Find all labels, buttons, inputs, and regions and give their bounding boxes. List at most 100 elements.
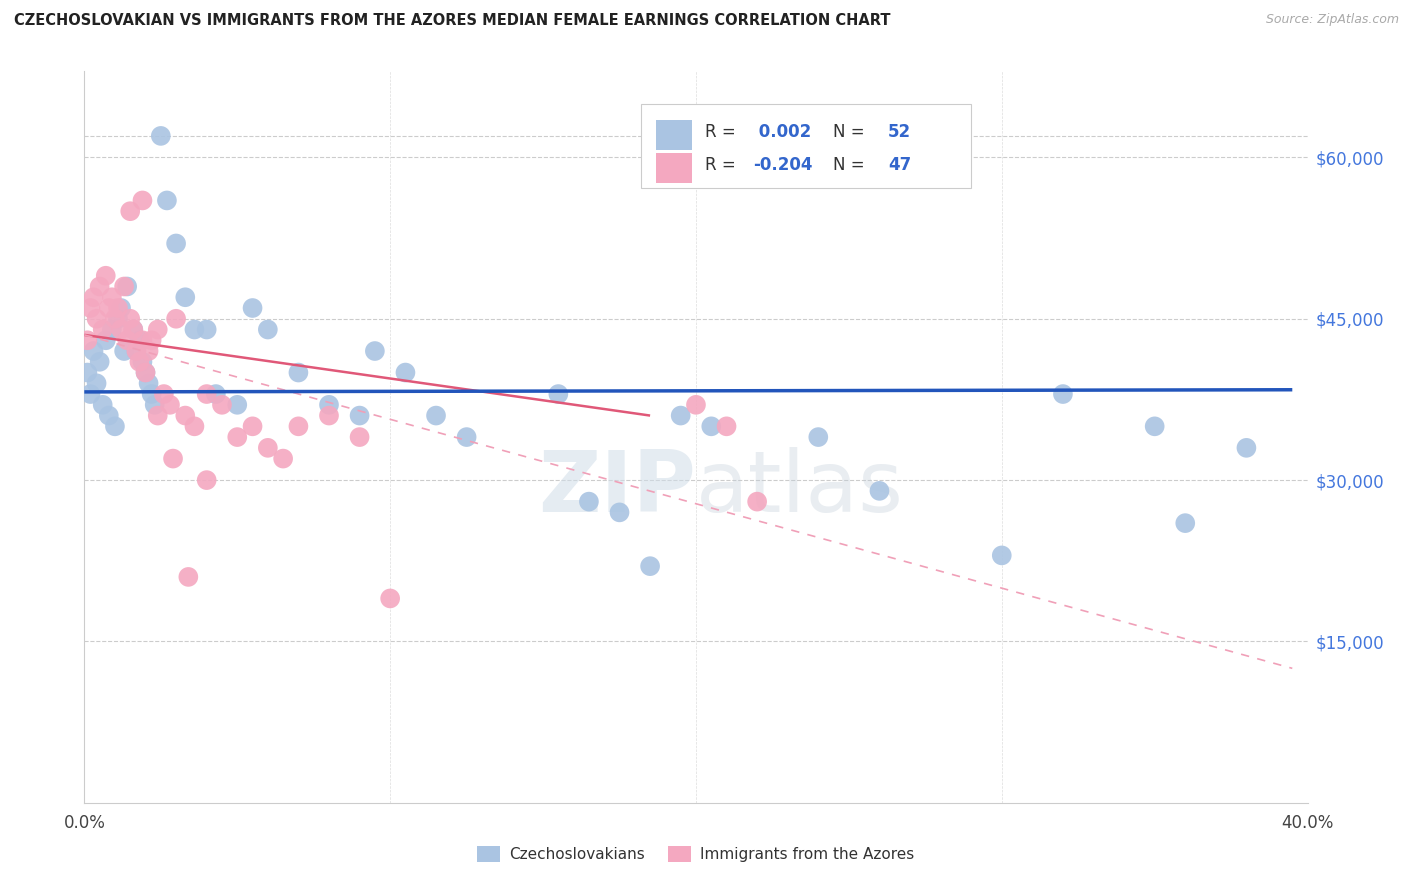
Point [991,549,1014,563]
Text: 47: 47 [889,156,911,174]
Point [287,366,309,380]
Point [700,419,723,434]
Text: Source: ZipAtlas.com: Source: ZipAtlas.com [1265,13,1399,27]
Point [122,322,145,336]
Text: 0.002: 0.002 [754,123,811,141]
Point [107,311,129,326]
Point [211,398,233,412]
Point [1052,387,1074,401]
Point [165,311,187,326]
Point [226,430,249,444]
Point [131,194,153,208]
Point [120,204,142,219]
Point [86,311,108,326]
Point [97,301,120,315]
Text: N =: N = [832,123,870,141]
FancyBboxPatch shape [655,120,692,151]
Point [120,311,142,326]
Point [205,387,228,401]
Text: -0.204: -0.204 [754,156,813,174]
Point [115,279,138,293]
Point [380,591,402,606]
Point [318,409,340,423]
Point [195,473,218,487]
Text: N =: N = [832,156,870,174]
Point [165,236,187,251]
Point [669,409,692,423]
Point [135,366,157,380]
Point [91,322,114,336]
Point [115,333,138,347]
Point [104,419,127,434]
Legend: Czechoslovakians, Immigrants from the Azores: Czechoslovakians, Immigrants from the Az… [471,840,921,868]
Point [242,301,264,315]
Point [183,322,205,336]
Point [112,344,135,359]
Point [91,398,114,412]
Point [149,128,172,143]
Point [349,430,371,444]
Point [747,494,769,508]
Point [177,570,200,584]
Point [271,451,294,466]
Point [156,194,179,208]
Point [287,419,309,434]
Point [125,344,148,359]
Text: R =: R = [704,123,741,141]
Point [174,409,197,423]
Point [122,322,145,336]
FancyBboxPatch shape [655,153,692,183]
Point [138,344,160,359]
Point [159,398,181,412]
Point [83,290,105,304]
Point [162,451,184,466]
Point [131,355,153,369]
Point [869,483,891,498]
Point [138,376,160,391]
Point [110,301,132,315]
Point [226,398,249,412]
Point [638,559,661,574]
Point [609,505,631,519]
Text: 52: 52 [889,123,911,141]
Point [242,419,264,434]
Point [685,398,707,412]
Point [349,409,371,423]
Point [89,279,111,293]
Point [195,322,218,336]
Point [141,387,163,401]
Point [141,333,163,347]
Point [153,387,176,401]
Point [425,409,447,423]
Point [86,376,108,391]
Point [128,355,150,369]
Point [174,290,197,304]
FancyBboxPatch shape [641,104,972,188]
Text: ZIP: ZIP [538,447,696,530]
Point [1236,441,1258,455]
Point [146,322,169,336]
Point [1174,516,1197,530]
Point [128,333,150,347]
Point [131,333,153,347]
Point [257,322,280,336]
Point [104,311,127,326]
Point [76,333,98,347]
Point [89,355,111,369]
Point [1143,419,1166,434]
Point [76,366,98,380]
Text: R =: R = [704,156,741,174]
Point [101,290,124,304]
Point [143,398,166,412]
Point [195,387,218,401]
Point [547,387,569,401]
Point [318,398,340,412]
Point [716,419,738,434]
Point [94,333,117,347]
Point [125,344,148,359]
Point [578,494,600,508]
Point [807,430,830,444]
Point [107,301,129,315]
Point [183,419,205,434]
Point [146,409,169,423]
